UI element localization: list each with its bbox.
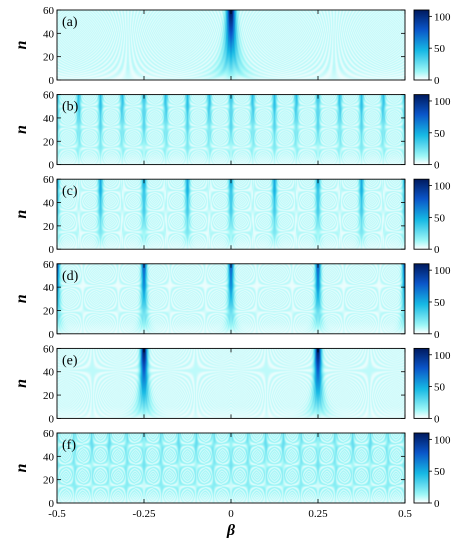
colorbar xyxy=(414,94,429,165)
colorbar-tick-label: 100 xyxy=(434,96,451,108)
colorbar-tick-label: 100 xyxy=(434,11,451,23)
y-tick-label: 20 xyxy=(43,475,55,487)
x-tick-label: 0.5 xyxy=(398,508,412,520)
colorbar-tick-label: 0 xyxy=(434,160,440,172)
y-tick-label: 0 xyxy=(49,244,55,256)
colorbar-tick-label: 0 xyxy=(434,75,440,87)
x-tick-label: -0.5 xyxy=(48,508,66,520)
y-tick-label: 0 xyxy=(49,329,55,341)
colorbar-tick-label: 50 xyxy=(434,466,446,478)
colorbar-tick-label: 50 xyxy=(434,297,446,309)
y-tick-label: 60 xyxy=(43,5,55,17)
y-tick-label: 0 xyxy=(49,498,55,510)
panel-5: (e) 0 20 40 60 n 0 50 100 xyxy=(13,343,451,425)
colorbar-tick-label: 50 xyxy=(434,212,446,224)
y-tick-label: 40 xyxy=(43,198,55,210)
panel-label: (f) xyxy=(62,438,76,453)
colorbar-tick-label: 0 xyxy=(434,244,440,256)
heatmap-image xyxy=(57,179,405,250)
heatmap-image xyxy=(57,263,405,334)
y-tick-label: 0 xyxy=(49,75,55,87)
colorbar-tick-label: 100 xyxy=(434,265,451,277)
y-tick-label: 0 xyxy=(49,160,55,172)
colorbar-tick-label: 50 xyxy=(434,382,446,394)
colorbar-frame xyxy=(413,347,430,419)
y-tick-label: 40 xyxy=(43,282,55,294)
panel-6: (f) 0 20 40 60 n 0 50 100 xyxy=(13,428,451,510)
panel-3: (c) 0 20 40 60 n 0 50 100 xyxy=(13,174,451,256)
y-tick-label: 20 xyxy=(43,52,55,64)
colorbar-frame xyxy=(413,94,430,166)
panel-4: (d) 0 20 40 60 n 0 50 100 xyxy=(13,259,451,341)
y-tick-label: 40 xyxy=(43,113,55,125)
colorbar-tick-label: 0 xyxy=(434,413,440,425)
y-tick-label: 20 xyxy=(43,305,55,317)
colorbar xyxy=(414,348,429,419)
y-tick-label: 40 xyxy=(43,451,55,463)
y-axis-label: n xyxy=(13,379,30,388)
colorbar-tick-label: 50 xyxy=(434,43,446,55)
panel-1: (a) 0 20 40 60 n 0 50 100 xyxy=(13,5,451,87)
colorbar xyxy=(414,10,429,80)
x-tick-label: 0 xyxy=(228,508,234,520)
panel-label: (b) xyxy=(62,100,79,115)
x-tick-label: -0.25 xyxy=(133,508,156,520)
y-tick-label: 40 xyxy=(43,367,55,379)
heatmap-image xyxy=(57,433,405,503)
y-tick-label: 20 xyxy=(43,136,55,148)
y-tick-label: 60 xyxy=(43,428,55,440)
colorbar-tick-label: 100 xyxy=(434,434,451,446)
y-tick-label: 20 xyxy=(43,390,55,402)
colorbar xyxy=(414,433,429,503)
panel-label: (c) xyxy=(62,184,78,199)
heatmap-image xyxy=(57,94,405,165)
colorbar-tick-label: 100 xyxy=(434,181,451,193)
y-axis-label: n xyxy=(13,294,30,303)
colorbar xyxy=(414,179,429,250)
x-axis-label: β xyxy=(226,522,236,538)
colorbar xyxy=(414,263,429,334)
y-tick-label: 60 xyxy=(43,174,55,186)
y-tick-label: 60 xyxy=(43,343,55,355)
y-axis-label: n xyxy=(13,125,30,134)
panel-label: (e) xyxy=(62,353,78,368)
panel-label: (d) xyxy=(62,269,79,284)
x-tick-label: 0.25 xyxy=(308,508,328,520)
y-axis-label: n xyxy=(13,40,30,49)
y-axis-label: n xyxy=(13,210,30,219)
heatmap-image xyxy=(57,10,405,80)
y-tick-label: 20 xyxy=(43,221,55,233)
colorbar-tick-label: 50 xyxy=(434,128,446,140)
colorbar-frame xyxy=(413,9,430,81)
panel-label: (a) xyxy=(62,15,78,30)
colorbar-frame xyxy=(413,178,430,250)
colorbar-tick-label: 0 xyxy=(434,329,440,341)
y-tick-label: 0 xyxy=(49,413,55,425)
heatmap-image xyxy=(57,348,405,419)
y-tick-label: 60 xyxy=(43,90,55,102)
colorbar-frame xyxy=(413,263,430,335)
panel-2: (b) 0 20 40 60 n 0 50 100 xyxy=(13,90,451,172)
colorbar-frame xyxy=(413,432,430,504)
colorbar-tick-label: 0 xyxy=(434,498,440,510)
y-tick-label: 60 xyxy=(43,259,55,271)
y-tick-label: 40 xyxy=(43,28,55,40)
colorbar-tick-label: 100 xyxy=(434,350,451,362)
y-axis-label: n xyxy=(13,463,30,472)
